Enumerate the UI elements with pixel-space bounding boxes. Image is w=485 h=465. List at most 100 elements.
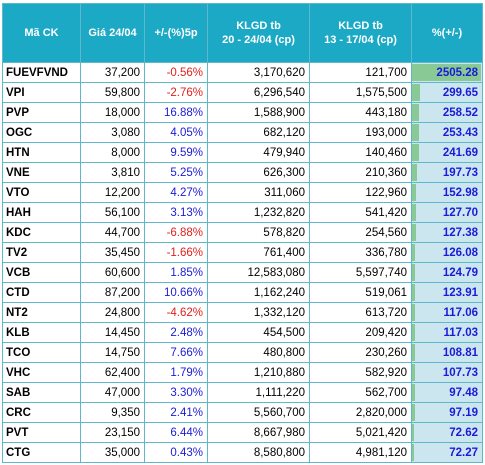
delta-value: 108.81 <box>442 346 478 359</box>
cell-price: 24,800 <box>80 302 145 323</box>
cell-volume-current: 1,588,900 <box>207 102 310 123</box>
header-volume-previous-line2: 13 - 17/04 (cp) <box>324 34 397 46</box>
cell-price: 9,350 <box>80 402 145 423</box>
cell-volume-previous: 1,575,500 <box>309 82 412 103</box>
cell-symbol: PVP <box>2 102 81 123</box>
table-row: CTD 87,200 10.66% 1,162,240 519,061 123.91 <box>2 282 483 303</box>
cell-volume-previous: 5,021,420 <box>309 422 412 443</box>
delta-value: 117.06 <box>443 306 478 319</box>
cell-symbol: SAB <box>2 382 81 403</box>
cell-delta: 241.69 <box>411 142 483 163</box>
header-row: Mã CK Giá 24/04 +/-(%)5p KLGD tb 20 - 24… <box>2 3 483 63</box>
delta-value: 97.48 <box>449 386 478 399</box>
cell-volume-previous: 443,180 <box>309 102 412 123</box>
cell-price: 59,800 <box>80 82 145 103</box>
header-volume-current-line1: KLGD tb <box>236 20 281 32</box>
cell-delta: 2505.28 <box>411 62 483 83</box>
cell-change: 2.48% <box>144 322 208 343</box>
table-row: VTO 12,200 4.27% 311,060 122,960 152.98 <box>2 182 483 203</box>
table-row: NT2 24,800 -4.62% 1,332,120 613,720 117.06 <box>2 302 483 323</box>
cell-price: 56,100 <box>80 202 145 223</box>
table-row: FUEVFVND 37,200 -0.56% 3,170,620 121,700 2505… <box>2 62 483 83</box>
cell-symbol: FUEVFVND <box>2 62 81 83</box>
cell-change: 1.79% <box>144 362 208 383</box>
cell-change: -2.76% <box>144 82 208 103</box>
cell-volume-current: 1,111,220 <box>207 382 310 403</box>
table-row: CTG 35,000 0.43% 8,580,800 4,981,120 72.27 <box>2 442 483 463</box>
cell-volume-current: 1,332,120 <box>207 302 310 323</box>
delta-bar <box>412 164 417 181</box>
table-row: HTN 8,000 9.59% 479,940 140,460 241.69 <box>2 142 483 163</box>
delta-value: 241.69 <box>442 146 478 159</box>
cell-change: 7.66% <box>144 342 208 363</box>
cell-price: 8,000 <box>80 142 145 163</box>
delta-bar <box>412 184 416 201</box>
cell-price: 87,200 <box>80 282 145 303</box>
cell-volume-previous: 209,420 <box>309 322 412 343</box>
stock-volume-table-wrapper: Mã CK Giá 24/04 +/-(%)5p KLGD tb 20 - 24… <box>2 3 483 463</box>
cell-delta: 124.79 <box>411 262 483 283</box>
cell-symbol: VHC <box>2 362 81 383</box>
cell-volume-current: 1,232,820 <box>207 202 310 223</box>
cell-volume-current: 578,820 <box>207 222 310 243</box>
header-volume-previous-line1: KLGD tb <box>338 20 383 32</box>
table-row: OGC 3,080 4.05% 682,120 193,000 253.43 <box>2 122 483 143</box>
cell-delta: 127.38 <box>411 222 483 243</box>
cell-symbol: VPI <box>2 82 81 103</box>
header-delta: %(+/-) <box>411 3 483 63</box>
cell-price: 37,200 <box>80 62 145 83</box>
cell-price: 62,400 <box>80 362 145 383</box>
table-row: VNE 3,810 5.25% 626,300 210,360 197.73 <box>2 162 483 183</box>
delta-value: 127.70 <box>442 206 478 219</box>
cell-symbol: KLB <box>2 322 81 343</box>
header-volume-previous: KLGD tb 13 - 17/04 (cp) <box>309 3 412 63</box>
table-row: PVT 23,150 6.44% 8,667,980 5,021,420 72.62 <box>2 422 483 443</box>
cell-symbol: VCB <box>2 262 81 283</box>
delta-bar <box>412 64 481 81</box>
cell-change: -1.66% <box>144 242 208 263</box>
table-row: PVP 18,000 16.88% 1,588,900 443,180 258.52 <box>2 102 483 123</box>
delta-value: 299.65 <box>442 86 478 99</box>
cell-volume-previous: 230,260 <box>309 342 412 363</box>
cell-volume-current: 761,400 <box>207 242 310 263</box>
cell-price: 47,000 <box>80 382 145 403</box>
cell-volume-previous: 519,061 <box>309 282 412 303</box>
delta-value: 72.62 <box>449 426 478 439</box>
cell-price: 3,810 <box>80 162 145 183</box>
delta-value: 123.91 <box>442 286 478 299</box>
cell-price: 23,150 <box>80 422 145 443</box>
table-row: TCO 14,750 7.66% 480,800 230,260 108.81 <box>2 342 483 363</box>
cell-volume-previous: 210,360 <box>309 162 412 183</box>
cell-volume-current: 1,162,240 <box>207 282 310 303</box>
delta-bar <box>412 424 414 441</box>
cell-volume-current: 6,296,540 <box>207 82 310 103</box>
delta-value: 197.73 <box>442 166 478 179</box>
cell-volume-previous: 562,700 <box>309 382 412 403</box>
cell-volume-previous: 122,960 <box>309 182 412 203</box>
cell-delta: 253.43 <box>411 122 483 143</box>
cell-symbol: CTD <box>2 282 81 303</box>
cell-price: 14,450 <box>80 322 145 343</box>
delta-bar <box>412 84 420 101</box>
cell-volume-previous: 2,820,000 <box>309 402 412 423</box>
cell-change: 16.88% <box>144 102 208 123</box>
delta-bar <box>412 444 414 461</box>
delta-bar <box>412 204 416 221</box>
header-symbol: Mã CK <box>2 3 81 63</box>
cell-change: 4.27% <box>144 182 208 203</box>
delta-value: 124.79 <box>442 266 478 279</box>
cell-delta: 108.81 <box>411 342 483 363</box>
cell-change: 5.25% <box>144 162 208 183</box>
cell-change: 10.66% <box>144 282 208 303</box>
table-row: KLB 14,450 2.48% 454,500 209,420 117.03 <box>2 322 483 343</box>
delta-bar <box>412 224 416 241</box>
delta-value: 97.19 <box>449 406 478 419</box>
table-row: VHC 62,400 1.79% 1,210,880 582,920 107.73 <box>2 362 483 383</box>
cell-symbol: KDC <box>2 222 81 243</box>
table-row: KDC 44,700 -6.88% 578,820 254,560 127.38 <box>2 222 483 243</box>
delta-bar <box>412 344 415 361</box>
cell-delta: 152.98 <box>411 182 483 203</box>
cell-change: -6.88% <box>144 222 208 243</box>
cell-change: 6.44% <box>144 422 208 443</box>
delta-bar <box>412 304 415 321</box>
